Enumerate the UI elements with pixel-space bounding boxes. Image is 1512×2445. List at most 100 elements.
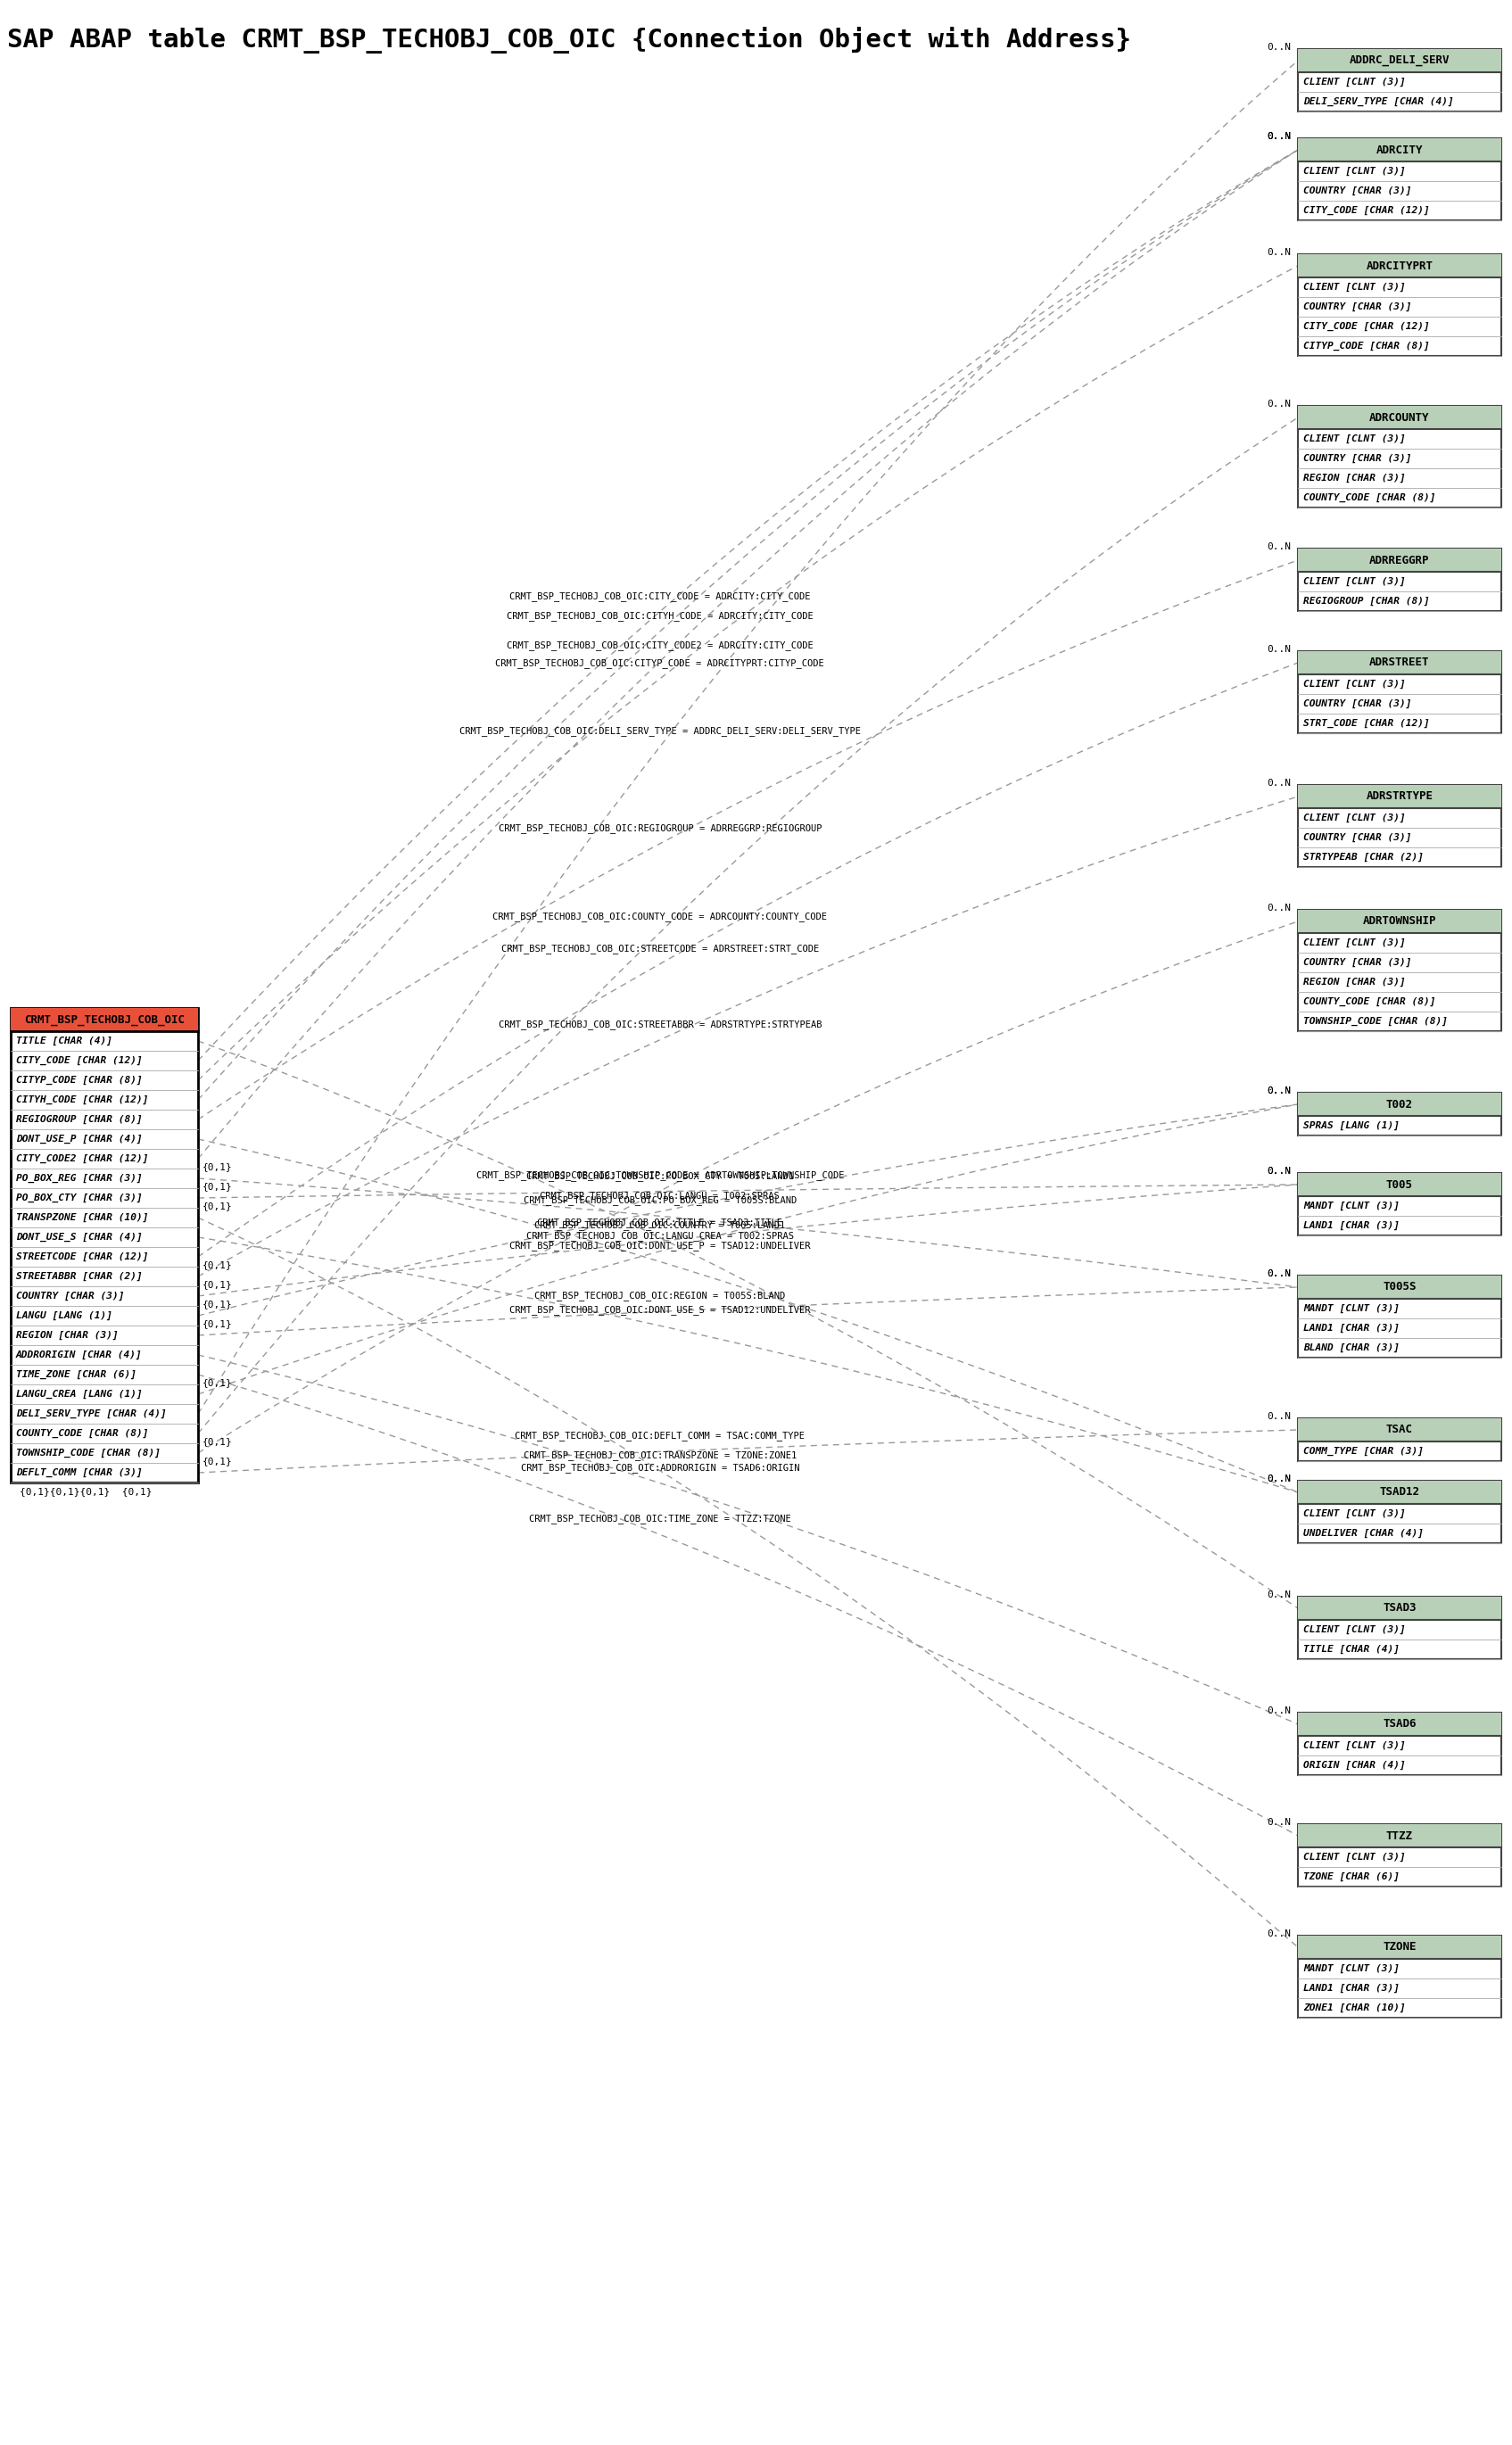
Text: CRMT_BSP_TECHOBJ_COB_OIC:STREETABBR = ADRSTRTYPE:STRTYPEAB: CRMT_BSP_TECHOBJ_COB_OIC:STREETABBR = AD… [499, 1020, 821, 1029]
Text: 0..N: 0..N [1267, 1086, 1291, 1095]
Text: CRMT_BSP_TECHOBJ_COB_OIC:ADDRORIGIN = TSAD6:ORIGIN: CRMT_BSP_TECHOBJ_COB_OIC:ADDRORIGIN = TS… [520, 1462, 800, 1472]
Text: CITYP_CODE [CHAR (8)]: CITYP_CODE [CHAR (8)] [1303, 342, 1430, 350]
Bar [1297, 548, 1501, 572]
Bar [1297, 49, 1501, 112]
Bar [1297, 785, 1501, 809]
Text: CLIENT [CLNT (3)]: CLIENT [CLNT (3)] [1303, 1509, 1406, 1518]
Text: REGIOGROUP [CHAR (8)]: REGIOGROUP [CHAR (8)] [17, 1115, 142, 1125]
Text: ADRSTRTYPE: ADRSTRTYPE [1367, 790, 1433, 802]
Text: 0..N: 0..N [1267, 132, 1291, 142]
Bar [1297, 1711, 1501, 1775]
Text: TOWNSHIP_CODE [CHAR (8)]: TOWNSHIP_CODE [CHAR (8)] [1303, 1017, 1448, 1027]
Text: 0..N: 0..N [1267, 1474, 1291, 1484]
Text: CITY_CODE [CHAR (12)]: CITY_CODE [CHAR (12)] [17, 1056, 142, 1066]
Text: UNDELIVER [CHAR (4)]: UNDELIVER [CHAR (4)] [1303, 1528, 1424, 1538]
Text: CLIENT [CLNT (3)]: CLIENT [CLNT (3)] [1303, 1741, 1406, 1751]
Bar [1297, 1597, 1501, 1621]
Text: TSAC: TSAC [1387, 1423, 1414, 1435]
Text: 0..N: 0..N [1267, 1086, 1291, 1095]
Text: 0..N: 0..N [1267, 132, 1291, 142]
Text: 0..N: 0..N [1267, 645, 1291, 653]
Text: LANGU_CREA [LANG (1)]: LANGU_CREA [LANG (1)] [17, 1389, 142, 1399]
Text: STRT_CODE [CHAR (12)]: STRT_CODE [CHAR (12)] [1303, 719, 1430, 729]
Text: CLIENT [CLNT (3)]: CLIENT [CLNT (3)] [1303, 577, 1406, 587]
Text: 0..N: 0..N [1267, 132, 1291, 142]
Text: ADRCOUNTY: ADRCOUNTY [1370, 411, 1430, 423]
Text: TRANSPZONE [CHAR (10)]: TRANSPZONE [CHAR (10)] [17, 1213, 148, 1222]
Text: COUNTRY [CHAR (3)]: COUNTRY [CHAR (3)] [1303, 186, 1412, 196]
Text: ADRCITYPRT: ADRCITYPRT [1367, 259, 1433, 271]
Text: TZONE [CHAR (6)]: TZONE [CHAR (6)] [1303, 1873, 1400, 1880]
Text: CRMT_BSP_TECHOBJ_COB_OIC:DELI_SERV_TYPE = ADDRC_DELI_SERV:DELI_SERV_TYPE: CRMT_BSP_TECHOBJ_COB_OIC:DELI_SERV_TYPE … [460, 726, 860, 736]
Text: 0..N: 0..N [1267, 1707, 1291, 1716]
Bar [1297, 1276, 1501, 1298]
Text: ADRTOWNSHIP: ADRTOWNSHIP [1362, 914, 1436, 927]
Text: 0..N: 0..N [1267, 905, 1291, 912]
Text: TITLE [CHAR (4)]: TITLE [CHAR (4)] [1303, 1645, 1400, 1653]
Text: CRMT_BSP_TECHOBJ_COB_OIC:CITYH_CODE = ADRCITY:CITY_CODE: CRMT_BSP_TECHOBJ_COB_OIC:CITYH_CODE = AD… [507, 611, 813, 621]
Text: CLIENT [CLNT (3)]: CLIENT [CLNT (3)] [1303, 939, 1406, 946]
Bar [1297, 1711, 1501, 1736]
Text: CRMT_BSP_TECHOBJ_COB_OIC:COUNTRY = T005:LAND1: CRMT_BSP_TECHOBJ_COB_OIC:COUNTRY = T005:… [535, 1220, 785, 1230]
Text: TSAD3: TSAD3 [1383, 1601, 1417, 1614]
Text: TIME_ZONE [CHAR (6)]: TIME_ZONE [CHAR (6)] [17, 1369, 136, 1379]
Bar [1297, 1418, 1501, 1443]
Text: STREETABBR [CHAR (2)]: STREETABBR [CHAR (2)] [17, 1271, 142, 1281]
Text: DONT_USE_P [CHAR (4)]: DONT_USE_P [CHAR (4)] [17, 1134, 142, 1144]
Text: 0..N: 0..N [1267, 1474, 1291, 1484]
Bar [1297, 650, 1501, 733]
Text: ADDRC_DELI_SERV: ADDRC_DELI_SERV [1349, 54, 1450, 66]
Text: COUNTRY [CHAR (3)]: COUNTRY [CHAR (3)] [1303, 303, 1412, 311]
Text: LAND1 [CHAR (3)]: LAND1 [CHAR (3)] [1303, 1220, 1400, 1230]
Bar [11, 1007, 198, 1032]
Text: MANDT [CLNT (3)]: MANDT [CLNT (3)] [1303, 1200, 1400, 1210]
Text: 0..N: 0..N [1267, 543, 1291, 550]
Text: CRMT_BSP_TECHOBJ_COB_OIC:DEFLT_COMM = TSAC:COMM_TYPE: CRMT_BSP_TECHOBJ_COB_OIC:DEFLT_COMM = TS… [516, 1430, 804, 1440]
Text: CITY_CODE2 [CHAR (12)]: CITY_CODE2 [CHAR (12)] [17, 1154, 148, 1164]
Text: PO_BOX_REG [CHAR (3)]: PO_BOX_REG [CHAR (3)] [17, 1174, 142, 1183]
Text: ADRREGGRP: ADRREGGRP [1370, 555, 1430, 565]
Text: ADDRORIGIN [CHAR (4)]: ADDRORIGIN [CHAR (4)] [17, 1350, 142, 1359]
Text: 0..N: 0..N [1267, 778, 1291, 787]
Bar [1297, 1174, 1501, 1235]
Text: ZONE1 [CHAR (10)]: ZONE1 [CHAR (10)] [1303, 2002, 1406, 2012]
Text: COUNTRY [CHAR (3)]: COUNTRY [CHAR (3)] [1303, 958, 1412, 968]
Text: CITYH_CODE [CHAR (12)]: CITYH_CODE [CHAR (12)] [17, 1095, 148, 1105]
Text: DEFLT_COMM [CHAR (3)]: DEFLT_COMM [CHAR (3)] [17, 1467, 142, 1477]
Text: {0,1}: {0,1} [203, 1281, 233, 1289]
Bar [1297, 139, 1501, 220]
Text: MANDT [CLNT (3)]: MANDT [CLNT (3)] [1303, 1303, 1400, 1313]
Text: ORIGIN [CHAR (4)]: ORIGIN [CHAR (4)] [1303, 1760, 1406, 1770]
Text: CRMT_BSP_TECHOBJ_COB_OIC:LANGU_CREA = T002:SPRAS: CRMT_BSP_TECHOBJ_COB_OIC:LANGU_CREA = T0… [526, 1230, 794, 1240]
Text: COMM_TYPE [CHAR (3)]: COMM_TYPE [CHAR (3)] [1303, 1447, 1424, 1455]
Text: CRMT_BSP_TECHOBJ_COB_OIC: CRMT_BSP_TECHOBJ_COB_OIC [24, 1015, 184, 1024]
Text: {0,1}{0,1}{0,1}  {0,1}: {0,1}{0,1}{0,1} {0,1} [20, 1487, 153, 1496]
Text: CRMT_BSP_TECHOBJ_COB_OIC:CITYP_CODE = ADRCITYPRT:CITYP_CODE: CRMT_BSP_TECHOBJ_COB_OIC:CITYP_CODE = AD… [496, 658, 824, 667]
Text: LAND1 [CHAR (3)]: LAND1 [CHAR (3)] [1303, 1323, 1400, 1333]
Bar [1297, 1093, 1501, 1115]
Text: DELI_SERV_TYPE [CHAR (4)]: DELI_SERV_TYPE [CHAR (4)] [17, 1408, 166, 1418]
Bar [1297, 910, 1501, 1032]
Text: STREETCODE [CHAR (12)]: STREETCODE [CHAR (12)] [17, 1252, 148, 1262]
Text: {0,1}: {0,1} [203, 1379, 233, 1386]
Text: T005S: T005S [1383, 1281, 1417, 1293]
Text: TITLE [CHAR (4)]: TITLE [CHAR (4)] [17, 1037, 112, 1046]
Text: PO_BOX_CTY [CHAR (3)]: PO_BOX_CTY [CHAR (3)] [17, 1193, 142, 1203]
Text: COUNTRY [CHAR (3)]: COUNTRY [CHAR (3)] [1303, 834, 1412, 841]
Text: REGION [CHAR (3)]: REGION [CHAR (3)] [1303, 474, 1406, 482]
Text: DONT_USE_S [CHAR (4)]: DONT_USE_S [CHAR (4)] [17, 1232, 142, 1242]
Text: DELI_SERV_TYPE [CHAR (4)]: DELI_SERV_TYPE [CHAR (4)] [1303, 98, 1455, 105]
Bar [1297, 1824, 1501, 1888]
Text: CITY_CODE [CHAR (12)]: CITY_CODE [CHAR (12)] [1303, 323, 1430, 330]
Bar [1297, 1936, 1501, 2017]
Bar [1297, 139, 1501, 161]
Text: 0..N: 0..N [1267, 1929, 1291, 1939]
Text: CRMT_BSP_TECHOBJ_COB_OIC:TIME_ZONE = TTZZ:TZONE: CRMT_BSP_TECHOBJ_COB_OIC:TIME_ZONE = TTZ… [529, 1513, 791, 1523]
Text: REGION [CHAR (3)]: REGION [CHAR (3)] [1303, 978, 1406, 988]
Text: MANDT [CLNT (3)]: MANDT [CLNT (3)] [1303, 1963, 1400, 1973]
Text: CITY_CODE [CHAR (12)]: CITY_CODE [CHAR (12)] [1303, 205, 1430, 215]
Text: TSAD12: TSAD12 [1379, 1487, 1420, 1499]
Text: {0,1}: {0,1} [203, 1200, 233, 1210]
Text: ADRSTREET: ADRSTREET [1370, 658, 1430, 667]
Text: LAND1 [CHAR (3)]: LAND1 [CHAR (3)] [1303, 1983, 1400, 1993]
